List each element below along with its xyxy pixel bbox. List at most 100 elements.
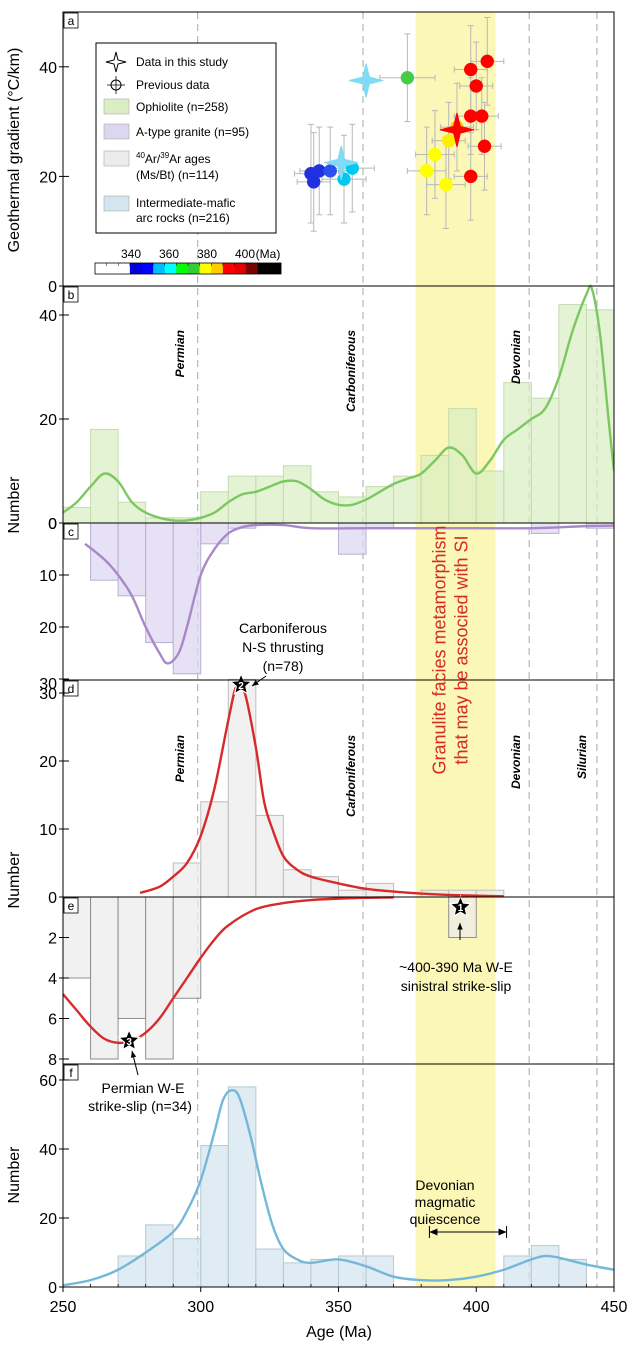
colorbar-segment (106, 263, 119, 274)
histogram-bar (282, 1262, 312, 1287)
histogram-bar (530, 1245, 560, 1287)
x-tick-label: 250 (50, 1299, 77, 1316)
legend-arar: 40Ar/39Ar ages (136, 151, 211, 166)
histogram-bar (503, 1255, 532, 1287)
panel-letter-e: e (63, 897, 79, 914)
annotation-arrowhead (457, 923, 463, 930)
previous-data-point (477, 139, 492, 154)
y-tick-label: 20 (39, 1211, 57, 1228)
previous-data-point (337, 172, 351, 186)
y-tick-label: 6 (48, 1012, 57, 1029)
y-tick-label: 40 (39, 60, 57, 77)
legend-this-study: Data in this study (136, 55, 228, 69)
panel-letter-text: c (68, 525, 74, 539)
y-tick-label: 0 (48, 890, 57, 907)
panel-d-plot (139, 678, 505, 898)
legend-atype-swatch (103, 123, 130, 140)
annotation-f-line3: quiescence (410, 1211, 481, 1227)
panel-letter-text: e (68, 899, 75, 913)
panel-letter-f: f (63, 1064, 79, 1081)
previous-data-point (469, 79, 483, 93)
panel-f-plot (63, 1086, 614, 1287)
previous-data-point (475, 109, 489, 123)
quiescence-arrowhead-left (429, 1228, 438, 1236)
histogram-bar (503, 382, 532, 524)
annotation-e-right-line2: sinistral strike-slip (401, 978, 512, 994)
legend-atype: A-type granite (n=95) (136, 125, 249, 139)
legend-previous: Previous data (136, 78, 210, 92)
panel-letter-d: d (63, 680, 79, 697)
kde-curve (139, 682, 504, 898)
panel-b-plot (63, 284, 614, 524)
y-tick-label: 30 (39, 676, 57, 693)
this-study-point (324, 145, 359, 180)
histogram-bar (200, 801, 229, 898)
event-star-icon (229, 672, 254, 695)
histogram-bar (145, 522, 174, 644)
highlight-band-rect (415, 12, 496, 1287)
histogram-bar (227, 678, 257, 898)
y-tick-label: 20 (39, 412, 57, 429)
histogram-bar (145, 896, 174, 1060)
histogram-bar (448, 408, 477, 524)
previous-data-point (400, 71, 415, 85)
colorbar: 340 360 380 400 (Ma) (94, 247, 282, 275)
colorbar-tick-label: 360 (159, 247, 179, 261)
colorbar-segment (118, 263, 131, 274)
x-tick-label: 300 (187, 1299, 214, 1316)
colorbar-tick-label: 400 (235, 247, 255, 261)
y-axis-label-d: Number (6, 851, 23, 909)
histogram-bar (117, 522, 147, 597)
y-tick-label: 10 (39, 568, 57, 585)
annotation-e-left-line2: strike-slip (n=34) (88, 1098, 192, 1114)
annotation-arrowhead (252, 680, 259, 686)
colorbar-segment (153, 263, 166, 274)
histogram-bar (255, 1248, 284, 1287)
event-star-icon (117, 1028, 142, 1051)
colorbar-segment (211, 263, 224, 274)
y-tick-label: 4 (48, 971, 57, 988)
panel-letter-text: f (69, 1066, 73, 1080)
legend: Data in this study Previous data Ophiolite… (95, 42, 277, 234)
histogram-bar (282, 465, 312, 524)
epoch-label: Silurian (575, 735, 589, 779)
y-tick-label: 2 (48, 931, 57, 948)
x-tick-label: 400 (463, 1299, 490, 1316)
band-label-line1: Granulite facies metamorphism (430, 525, 450, 774)
kde-curve (84, 523, 614, 665)
histogram-bar (393, 475, 422, 524)
panel-letter-a: a (63, 12, 79, 29)
annotation-d-line2: N-S thrusting (242, 639, 324, 655)
legend-arar-swatch (103, 150, 130, 167)
y-tick-label: 0 (48, 1280, 57, 1297)
colorbar-tick-label: 380 (197, 247, 217, 261)
previous-data-point (463, 169, 478, 184)
previous-data-point (306, 175, 321, 189)
event-star-icon (448, 894, 473, 918)
annotation-f-line2: magmatic (415, 1194, 476, 1210)
y-tick-label: 60 (39, 1073, 57, 1090)
panel-letter-text: a (68, 14, 75, 28)
panel-letter-box (63, 12, 79, 29)
annotation-d-line3: (n=78) (263, 658, 304, 674)
panels: Data in this study Previous data Ophiolite… (63, 16, 614, 1287)
x-tick-label: 350 (325, 1299, 352, 1316)
panel-letter-box (63, 523, 79, 540)
colorbar-segment (234, 263, 247, 274)
event-star-number: 2 (238, 681, 244, 692)
panel-letter-box (63, 286, 79, 303)
previous-data-point (480, 54, 495, 69)
histogram-bar (117, 501, 147, 524)
histogram-bar (200, 491, 229, 524)
histogram-bar (530, 397, 560, 524)
y-tick-label: 0 (48, 516, 57, 533)
y-axis-label-a: Geothermal gradient (°C/km) (6, 48, 23, 253)
colorbar-segment (164, 263, 177, 274)
colorbar-segment (222, 263, 235, 274)
y-tick-label: 20 (39, 620, 57, 637)
legend-arc-swatch (103, 195, 130, 212)
histogram-bar (310, 1258, 340, 1287)
this-study-point (439, 112, 475, 147)
